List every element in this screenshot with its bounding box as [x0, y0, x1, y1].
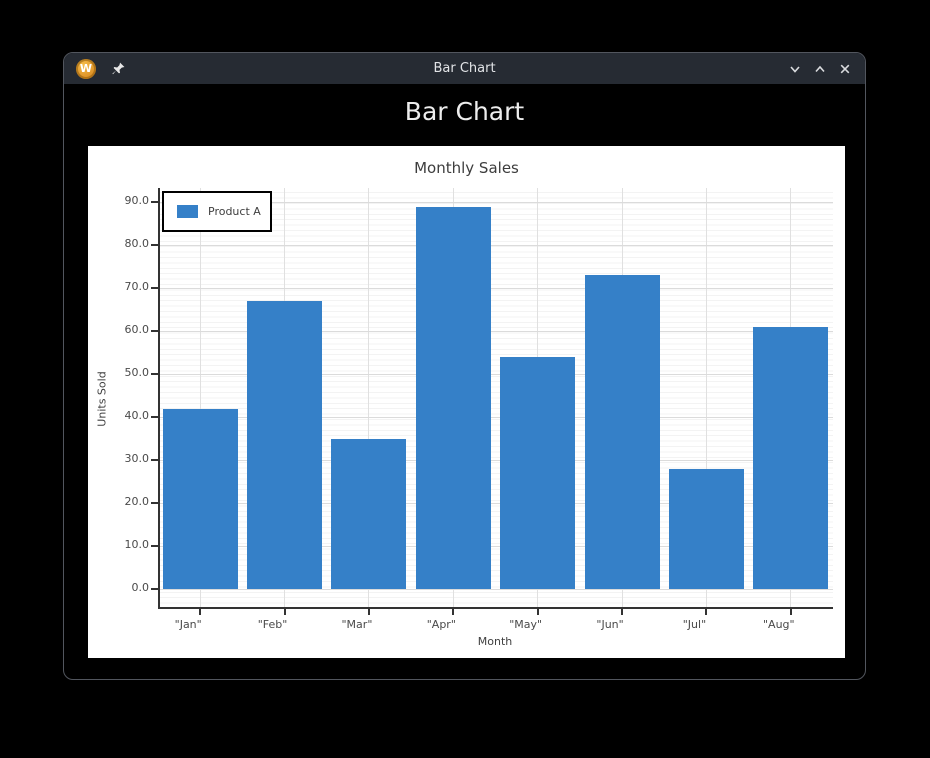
app-window: W Bar Chart Bar Ch: [63, 52, 866, 680]
window-controls: [787, 61, 853, 77]
y-tick-label: 50.0: [124, 366, 150, 380]
legend: Product A: [162, 191, 272, 232]
x-tick-label: "May": [509, 618, 543, 631]
y-axis-tick: [151, 545, 158, 548]
gridline-vertical: [705, 188, 707, 609]
figure: Monthly Sales Units Sold Month Product A…: [88, 146, 845, 658]
gridline-horizontal: [158, 287, 833, 289]
gridline-horizontal: [158, 373, 833, 375]
x-axis-tick: [283, 609, 286, 615]
bar: [584, 275, 660, 590]
y-axis-spine: [158, 188, 160, 609]
y-tick-label: 90.0: [124, 194, 150, 208]
y-tick-label: 40.0: [124, 409, 150, 423]
x-tick-label: "Jan": [174, 618, 202, 631]
x-axis-tick: [452, 609, 455, 615]
x-axis-tick: [367, 609, 370, 615]
x-tick-label: "Jul": [682, 618, 707, 631]
title-bar[interactable]: W Bar Chart: [64, 53, 865, 84]
x-tick-label: "Aug": [763, 618, 795, 631]
close-icon: [840, 64, 850, 73]
y-axis-tick: [151, 244, 158, 247]
x-tick-label: "Feb": [257, 618, 288, 631]
window-title: Bar Chart: [433, 61, 496, 76]
page-title: Bar Chart: [404, 97, 525, 126]
x-tick-label: "Apr": [426, 618, 456, 631]
x-axis-spine: [158, 607, 833, 609]
legend-label: Product A: [208, 205, 261, 218]
bar: [415, 206, 491, 590]
x-axis-tick: [789, 609, 792, 615]
chart-title: Monthly Sales: [414, 159, 519, 177]
y-axis-tick: [151, 373, 158, 376]
y-tick-label: 70.0: [124, 280, 150, 294]
gridline-horizontal: [158, 330, 833, 332]
x-axis-tick: [536, 609, 539, 615]
gridline-horizontal: [158, 201, 833, 203]
y-axis-tick: [151, 502, 158, 505]
y-axis-tick: [151, 287, 158, 290]
gridline-horizontal: [158, 502, 833, 504]
y-tick-label: 30.0: [124, 452, 150, 466]
x-axis-tick: [621, 609, 624, 615]
y-axis-tick: [151, 459, 158, 462]
plot-area: [158, 188, 833, 609]
y-tick-label: 20.0: [124, 495, 150, 509]
pin-icon[interactable]: [111, 61, 126, 76]
gridline-horizontal: [158, 244, 833, 246]
x-axis-tick: [199, 609, 202, 615]
gridline-horizontal: [158, 459, 833, 461]
x-tick-label: "Mar": [341, 618, 373, 631]
close-button[interactable]: [837, 61, 853, 77]
chevron-down-icon: [790, 65, 800, 73]
bar: [500, 357, 576, 590]
y-axis-tick: [151, 416, 158, 419]
bar: [668, 468, 744, 590]
x-axis-tick: [705, 609, 708, 615]
y-tick-label: 0.0: [131, 581, 150, 595]
bar: [331, 438, 407, 590]
y-axis-tick: [151, 588, 158, 591]
minimize-button[interactable]: [787, 61, 803, 77]
y-tick-label: 60.0: [124, 323, 150, 337]
bar: [162, 408, 238, 590]
y-axis-tick: [151, 330, 158, 333]
bar: [247, 301, 323, 590]
x-axis-label: Month: [477, 635, 513, 648]
y-axis-tick: [151, 201, 158, 204]
gridline-horizontal: [158, 588, 833, 590]
app-logo-icon[interactable]: W: [76, 58, 96, 79]
legend-swatch: [177, 205, 198, 218]
gridline-horizontal: [158, 545, 833, 547]
x-tick-label: "Jun": [596, 618, 624, 631]
gridline-vertical: [199, 188, 201, 609]
gridline-vertical: [368, 188, 370, 609]
bar: [753, 326, 829, 590]
gridline-horizontal: [158, 416, 833, 418]
maximize-button[interactable]: [812, 61, 828, 77]
chevron-up-icon: [815, 65, 825, 72]
y-tick-label: 10.0: [124, 538, 150, 552]
y-tick-label: 80.0: [124, 237, 150, 251]
